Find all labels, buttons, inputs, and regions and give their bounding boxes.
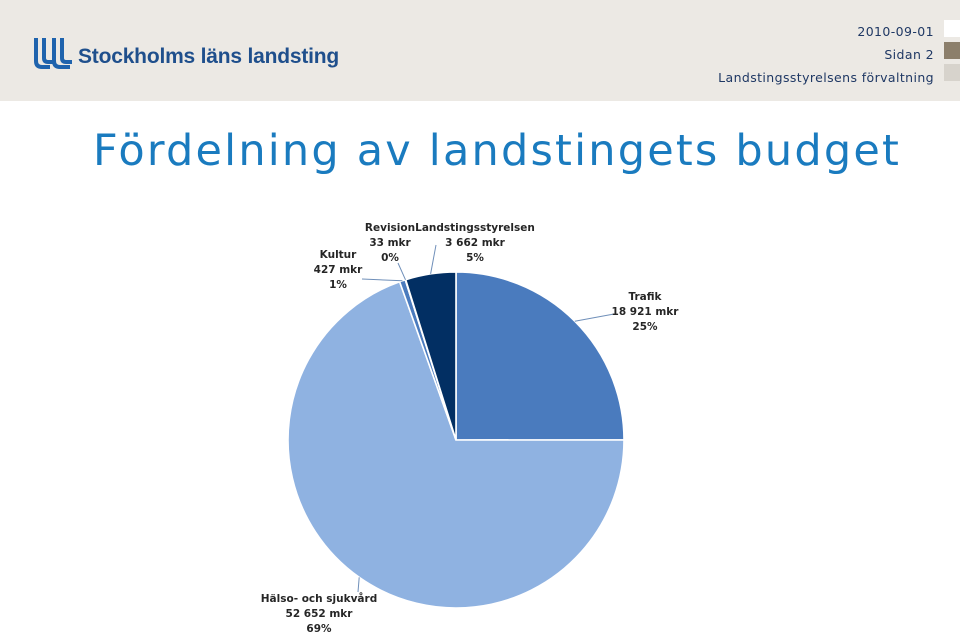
header-bar: Stockholms läns landsting 2010-09-01 Sid… [0, 0, 960, 101]
leader-line-3 [361, 278, 403, 282]
slice-label-value: 52 652 mkr [286, 608, 354, 620]
slice-label-name: Kultur [320, 249, 358, 261]
slice-label-4: Revision 33 mkr 0% [365, 222, 415, 264]
pie-labels: Trafik 18 921 mkr 25% Hälso- och sjukvård 52… [261, 222, 680, 635]
pie-slice-1 [455, 271, 625, 441]
leader-line-5 [430, 244, 437, 274]
slice-label-percent: 25% [632, 321, 658, 333]
slice-label-2: Hälso- och sjukvård 52 652 mkr 69% [261, 592, 377, 635]
slice-label-name: Hälso- och sjukvård [261, 592, 377, 605]
slice-label-percent: 69% [306, 623, 332, 635]
pie-slice-5 [404, 271, 457, 441]
pie-slices [287, 271, 625, 609]
pie-slice-2 [287, 280, 625, 609]
header-date: 2010-09-01 [857, 24, 934, 39]
leader-line-1 [574, 313, 615, 322]
slice-label-5: Landstingsstyrelsen 3 662 mkr 5% [415, 222, 535, 264]
sll-logo-icon [34, 38, 72, 69]
slice-label-value: 33 mkr [369, 237, 411, 249]
header-meta: 2010-09-01 Sidan 2 Landstingsstyrelsens … [718, 20, 934, 89]
logo: Stockholms läns landsting [32, 34, 339, 74]
header-page-number: Sidan 2 [884, 47, 934, 62]
pie-leader-lines [357, 244, 615, 593]
slice-label-3: Kultur 427 mkr 1% [314, 249, 363, 291]
slice-label-value: 3 662 mkr [445, 237, 505, 249]
slice-label-name: Landstingsstyrelsen [415, 222, 535, 234]
header-color-squares [944, 20, 960, 86]
slice-label-value: 427 mkr [314, 264, 363, 276]
slice-label-name: Trafik [628, 291, 662, 303]
page-title: Fördelning av landstingets budget [93, 126, 902, 176]
header-square-1 [944, 20, 960, 37]
logo-text: Stockholms läns landsting [78, 45, 340, 68]
slice-label-percent: 0% [381, 252, 399, 264]
slice-label-value: 18 921 mkr [612, 306, 680, 318]
header-square-2 [944, 42, 960, 59]
slice-label-name: Revision [365, 222, 415, 234]
slice-label-1: Trafik 18 921 mkr 25% [612, 291, 680, 333]
leader-line-2 [357, 577, 360, 593]
leader-line-4 [397, 262, 406, 281]
slice-label-percent: 5% [466, 252, 484, 264]
header-department: Landstingsstyrelsens förvaltning [718, 70, 934, 85]
header-square-3 [944, 64, 960, 81]
slice-label-percent: 1% [329, 279, 347, 291]
